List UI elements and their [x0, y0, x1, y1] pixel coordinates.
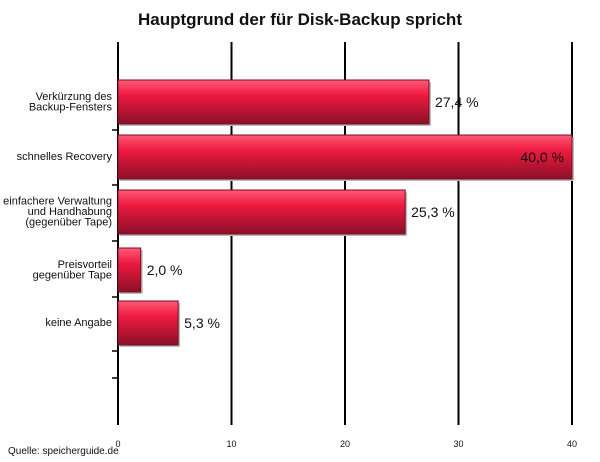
category-label: einfachere Verwaltung und Handhabung (gege… — [3, 196, 112, 229]
value-label: 5,3 % — [184, 315, 220, 331]
x-tick-label: 20 — [340, 439, 350, 449]
category-label: Verkürzung des Backup-Fensters — [29, 91, 113, 114]
x-tick-label: 30 — [453, 439, 463, 449]
bar — [117, 189, 406, 235]
category-label: schnelles Recovery — [17, 151, 113, 163]
source-note: Quelle: speicherguide.de — [8, 446, 119, 457]
chart-title: Hauptgrund der für Disk-Backup spricht — [138, 10, 462, 29]
x-tick-label: 40 — [567, 439, 577, 449]
value-label: 40,0 % — [520, 149, 564, 165]
bar — [117, 247, 142, 293]
x-tick-label: 0 — [115, 439, 120, 449]
value-label: 2,0 % — [147, 262, 183, 278]
category-label: Preisvorteil gegenüber Tape — [33, 259, 112, 282]
value-label: 27,4 % — [435, 94, 479, 110]
bar — [117, 79, 430, 125]
bar — [117, 300, 179, 346]
x-tick-label: 10 — [226, 439, 236, 449]
value-label: 25,3 % — [411, 204, 455, 220]
bar — [117, 134, 573, 180]
category-label: keine Angabe — [45, 317, 112, 329]
